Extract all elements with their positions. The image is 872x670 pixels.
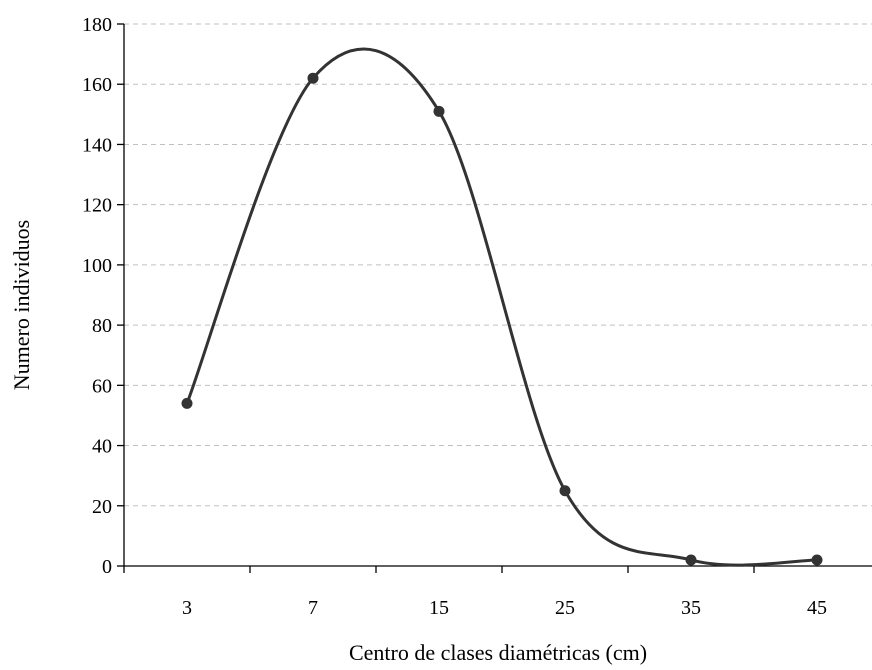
data-point-7 [307,72,319,84]
y-tick-label: 0 [102,556,112,578]
x-tick-label: 35 [681,597,701,619]
y-tick-label: 140 [82,134,112,156]
x-tick-label: 3 [182,597,192,619]
x-tick-label: 25 [555,597,575,619]
axes [117,23,872,573]
y-tick-label: 160 [82,74,112,96]
y-tick-label: 180 [82,14,112,36]
y-tick-label: 60 [92,375,112,397]
data-point-3 [181,397,193,409]
y-tick-label: 100 [82,255,112,277]
x-tick-label: 15 [429,597,449,619]
x-tick-label: 45 [807,597,827,619]
y-tick-label: 120 [82,195,112,217]
data-point-35 [685,554,697,566]
series [185,47,819,567]
data-point-25 [559,485,571,497]
y-tick-label: 20 [92,496,112,518]
x-axis-title: Centro de clases diamétricas (cm) [349,640,647,665]
y-axis-title: Numero individuos [9,220,34,391]
y-tick-label: 80 [92,315,112,337]
series-line [185,47,819,567]
y-tick-label: 40 [92,436,112,458]
data-point-45 [811,554,823,566]
grid-lines [124,23,872,507]
tick-labels: 0 20 40 60 80 100 120 140 160 180 3 7 15 25 35 45 [82,14,827,619]
markers [181,72,823,566]
data-point-15 [433,105,445,117]
x-tick-label: 7 [308,597,318,619]
